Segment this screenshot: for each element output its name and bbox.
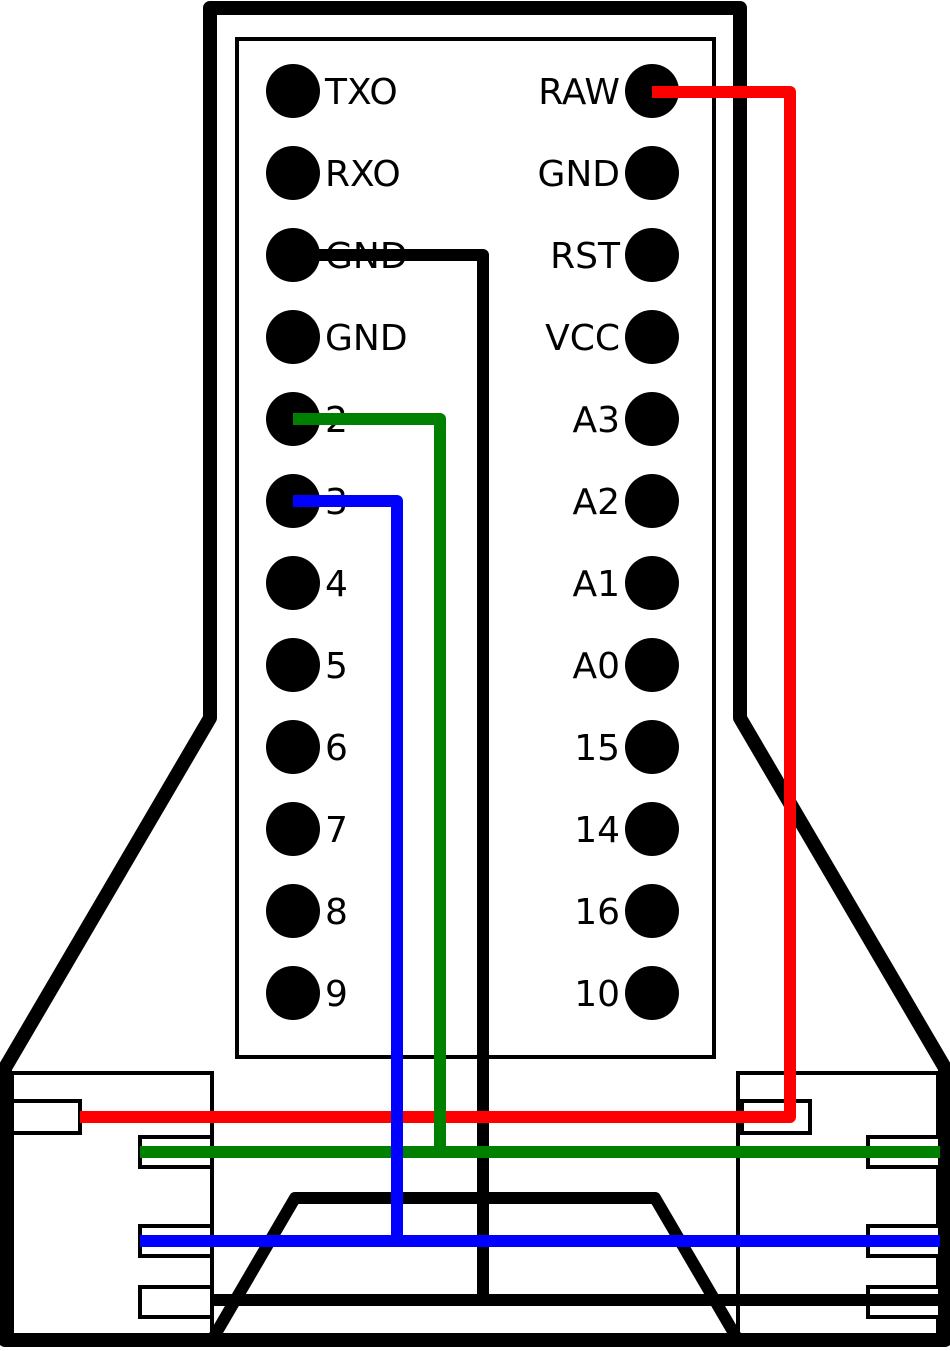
right-pin-label: VCC (545, 318, 620, 359)
left-pin-dot (266, 802, 320, 856)
right-pin-label: 14 (574, 810, 620, 851)
left-pin-label: 8 (325, 892, 348, 933)
right-pin-dot (625, 474, 679, 528)
right-pin-label: RAW (538, 72, 620, 113)
right-pin-label: 16 (574, 892, 620, 933)
wire-black (293, 249, 489, 1305)
right-pin-dot (625, 884, 679, 938)
left-pin-label: 9 (325, 974, 348, 1015)
left-pin-dot (266, 638, 320, 692)
right-pin-dot (625, 146, 679, 200)
wire-blue (293, 495, 403, 1241)
left-pin-dot (266, 556, 320, 610)
right-pin-dot (625, 310, 679, 364)
left-pin-label: RXO (325, 154, 401, 195)
right-pin-label: A2 (572, 482, 620, 523)
left-tab (10, 1099, 82, 1135)
left-pin-dot (266, 884, 320, 938)
wire-green (293, 413, 446, 1152)
left-pin-label: 5 (325, 646, 348, 687)
right-socket-block (736, 1071, 940, 1339)
right-pin-dot (625, 720, 679, 774)
left-slot-3 (138, 1285, 214, 1319)
left-pin-label: 7 (325, 810, 348, 851)
right-pin-dot (625, 802, 679, 856)
left-pin-dot (266, 966, 320, 1020)
left-pin-label: 4 (325, 564, 348, 605)
left-pin-label: 6 (325, 728, 348, 769)
right-pin-dot (625, 228, 679, 282)
right-pin-label: A1 (572, 564, 620, 605)
board-outline (235, 37, 716, 1059)
right-pin-label: A3 (572, 400, 620, 441)
left-pin-label: TXO (324, 72, 398, 113)
right-pin-label: 10 (574, 974, 620, 1015)
right-pin-dot (625, 966, 679, 1020)
wires (80, 86, 940, 1305)
right-pin-dot (625, 556, 679, 610)
pin-header: TXORXOGNDGND23456789RAWGNDRSTVCCA3A2A1A0… (266, 64, 679, 1020)
left-pin-dot (266, 146, 320, 200)
bottom-bridge (206, 1192, 744, 1344)
left-pin-dot (266, 64, 320, 118)
right-pin-dot (625, 638, 679, 692)
left-socket-block (10, 1071, 214, 1339)
right-pin-label: 15 (574, 728, 620, 769)
left-pin-dot (266, 720, 320, 774)
right-pin-label: GND (537, 154, 620, 195)
right-pin-label: A0 (572, 646, 620, 687)
left-pin-label: GND (325, 318, 408, 359)
left-pin-dot (266, 310, 320, 364)
right-pin-dot (625, 392, 679, 446)
right-pin-label: RST (550, 236, 621, 277)
